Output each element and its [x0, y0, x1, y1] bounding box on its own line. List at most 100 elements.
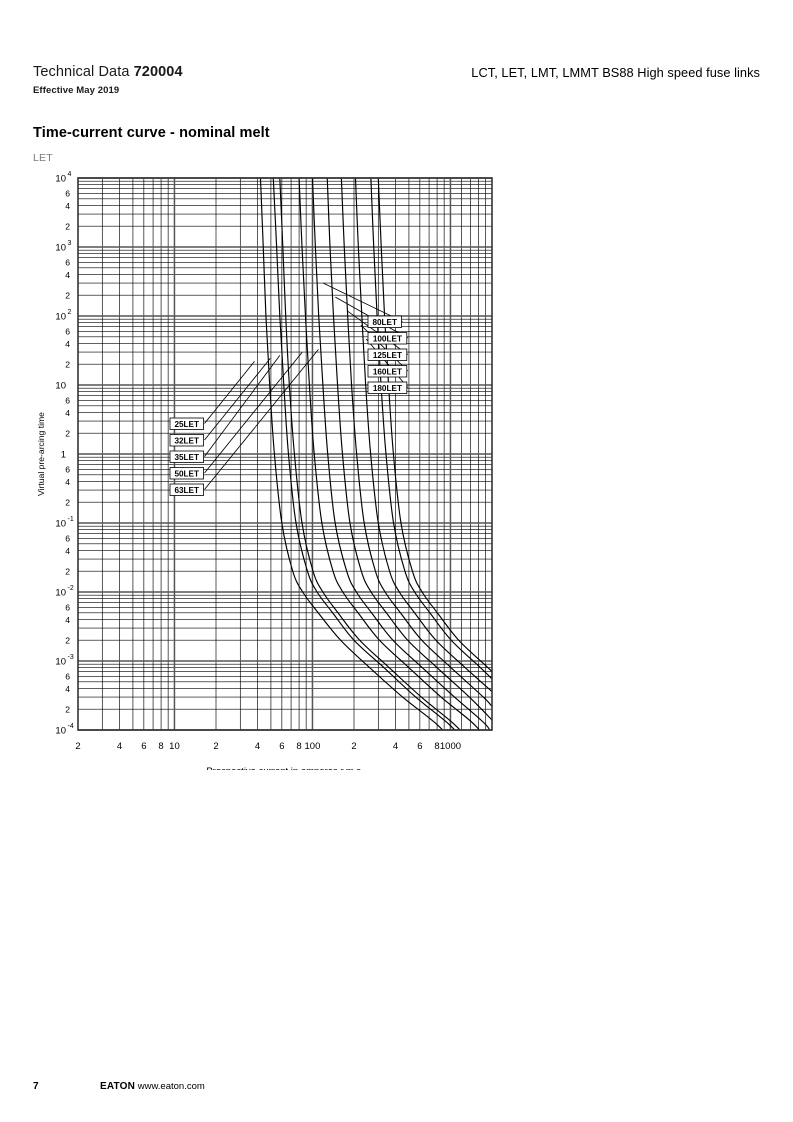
curve-180LET	[377, 178, 492, 673]
y-axis-title: Virtual pre-arcing time	[36, 412, 46, 496]
curve-50LET	[298, 178, 481, 730]
effective-date: Effective May 2019	[33, 85, 120, 96]
x-tick-2: 2	[213, 741, 218, 752]
y-tick-exponent: 2	[68, 309, 72, 316]
axis-titles: Prospective current in amperes r.m.s. Vir…	[36, 412, 364, 770]
x-axis-title: Prospective current in amperes r.m.s.	[206, 766, 363, 770]
curve-35LET	[279, 178, 461, 730]
y-tick-exponent: 3	[68, 240, 72, 247]
time-current-chart: 10 4 6 4 2 10 3 6 4 2 10 2 6 4 2 10 6 4 2 1 6 4 2 10 -1 6 4 2 10 -2 6 4…	[30, 170, 510, 770]
y-tick-10: 10	[55, 380, 66, 391]
leader-line-63LET	[204, 349, 319, 490]
plot-frame	[77, 177, 493, 731]
curve-125LET	[354, 178, 492, 693]
x-axis-tick-labels: 2 4 6 8 10 2 4 6 8 100 2 4 6 8 1000	[75, 741, 461, 752]
chart-subtitle: LET	[33, 152, 53, 164]
y-tick-minor: 6	[65, 258, 70, 268]
callout-box-50LET	[169, 467, 204, 480]
curve-25LET	[259, 178, 444, 730]
y-gridlines-minor	[78, 180, 492, 710]
y-tick-minor: 2	[65, 291, 70, 301]
x-tick-8: 8	[296, 741, 301, 752]
y-tick-minor: 2	[65, 429, 70, 439]
curve-32LET	[272, 178, 456, 730]
y-tick-0.01: 10	[55, 587, 66, 598]
x-tick-8: 8	[434, 741, 439, 752]
y-tick-minor: 6	[65, 465, 70, 475]
y-tick-minor: 2	[65, 360, 70, 370]
document-title-line: Technical Data 720004	[33, 64, 183, 80]
callout-label-125LET: 125LET	[373, 351, 402, 360]
callout-box-80LET	[367, 315, 402, 328]
x-tick-1000: 1000	[440, 741, 461, 752]
callout-label-25LET: 25LET	[174, 420, 199, 429]
y-tick-minor: 2	[65, 498, 70, 508]
y-tick-minor: 2	[65, 567, 70, 577]
y-tick-minor: 4	[65, 339, 70, 349]
y-tick-minor: 2	[65, 222, 70, 232]
x-tick-4: 4	[255, 741, 260, 752]
y-tick-exponent: -1	[68, 516, 74, 523]
callout-label-80LET: 80LET	[372, 318, 397, 327]
callout-box-160LET	[367, 365, 408, 378]
y-tick-minor: 2	[65, 636, 70, 646]
product-line-title: LCT, LET, LMT, LMMT BS88 High speed fuse…	[471, 65, 760, 80]
brand-name: EATON	[100, 1081, 136, 1092]
y-tick-minor: 2	[65, 705, 70, 715]
callout-label-180LET: 180LET	[373, 384, 402, 393]
callout-leader-lines	[204, 282, 409, 490]
y-tick-minor: 6	[65, 189, 70, 199]
page-title: Time-current curve - nominal melt	[33, 125, 270, 141]
document-number: 720004	[133, 64, 183, 80]
page-number: 7	[33, 1081, 39, 1092]
callout-box-180LET	[367, 381, 408, 394]
x-tick-4: 4	[393, 741, 398, 752]
x-tick-100: 100	[305, 741, 321, 752]
leader-line-180LET	[365, 338, 409, 388]
x-tick-6: 6	[279, 741, 284, 752]
curve-callout-labels: 80LET 100LET 125LET 160LET 180LET 25LET 32LET 3…	[169, 315, 408, 496]
page-header: Technical Data 720004 Effective May 2019…	[33, 64, 760, 104]
callout-box-32LET	[169, 434, 204, 447]
y-tick-minor: 6	[65, 603, 70, 613]
x-tick-2: 2	[75, 741, 80, 752]
curve-100LET	[340, 178, 492, 707]
x-tick-6: 6	[417, 741, 422, 752]
curve-160LET	[370, 178, 492, 680]
curve-80LET	[326, 178, 492, 721]
x-tick-10: 10	[169, 741, 180, 752]
y-tick-10000: 10	[55, 173, 66, 184]
y-tick-minor: 4	[65, 615, 70, 625]
y-tick-minor: 4	[65, 684, 70, 694]
y-tick-minor: 6	[65, 672, 70, 682]
y-tick-minor: 4	[65, 270, 70, 280]
callout-label-100LET: 100LET	[373, 335, 402, 344]
y-tick-0.001: 10	[55, 656, 66, 667]
callout-label-160LET: 160LET	[373, 368, 402, 377]
leader-line-35LET	[204, 355, 281, 457]
y-tick-1000: 10	[55, 242, 66, 253]
y-tick-minor: 6	[65, 396, 70, 406]
callout-label-50LET: 50LET	[174, 470, 199, 479]
callout-box-25LET	[169, 417, 204, 430]
y-tick-exponent: -3	[68, 654, 74, 661]
curve-63LET	[311, 178, 491, 730]
y-tick-minor: 4	[65, 477, 70, 487]
y-tick-minor: 6	[65, 534, 70, 544]
callout-box-100LET	[367, 332, 408, 345]
header-left-block: Technical Data 720004 Effective May 2019	[33, 64, 183, 96]
leader-line-80LET	[323, 282, 403, 322]
y-tick-exponent: -4	[68, 723, 74, 730]
callout-label-35LET: 35LET	[174, 453, 199, 462]
y-tick-exponent: 4	[68, 171, 72, 178]
y-tick-0.1: 10	[55, 518, 66, 529]
callout-box-35LET	[169, 450, 204, 463]
callout-box-125LET	[367, 348, 408, 361]
footer-brand-block: EATON www.eaton.com	[100, 1081, 205, 1092]
fuse-curves	[259, 178, 492, 730]
x-tick-4: 4	[117, 741, 122, 752]
y-tick-exponent: -2	[68, 585, 74, 592]
y-tick-0.0001: 10	[55, 725, 66, 736]
y-gridlines-major	[78, 177, 492, 731]
